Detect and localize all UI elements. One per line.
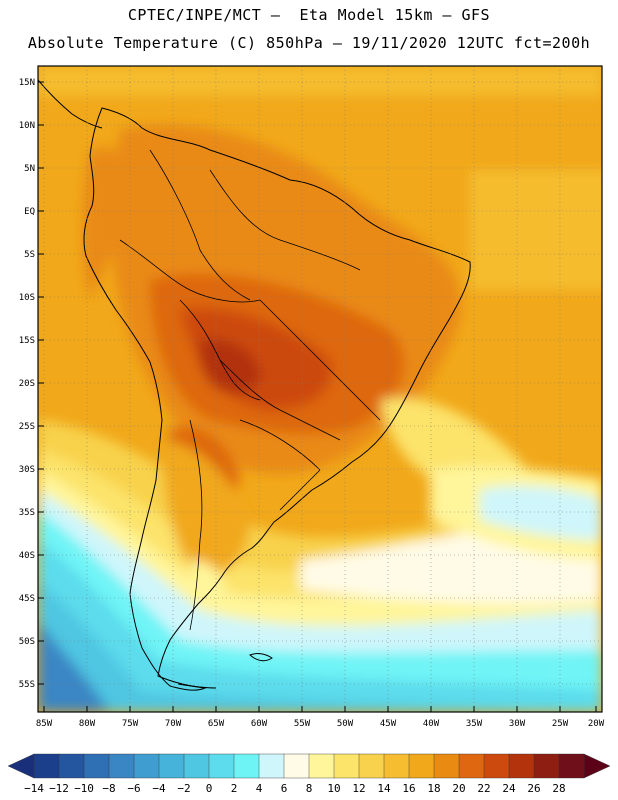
colorbar-swatch [83,753,110,779]
lat-label: 5N [24,164,35,174]
colorbar-label: −10 [74,782,94,795]
lon-label: 40W [423,719,440,729]
lat-label: 20S [19,379,35,389]
colorbar-swatch [408,753,435,779]
colorbar-label: 8 [306,782,313,795]
map-subtitle: Absolute Temperature (C) 850hPa – 19/11/… [27,34,591,52]
lon-label: 80W [79,719,96,729]
lon-label: 30W [509,719,526,729]
temperature-field [38,66,602,712]
colorbar: −14 −12 −10 −8 −6 −4 −2 0 2 4 6 8 10 12 14 16 18 20 22 24 26… [7,753,611,795]
colorbar-label: 0 [206,782,213,795]
colorbar-swatch [483,753,510,779]
colorbar-swatch [208,753,235,779]
colorbar-swatch [433,753,460,779]
colorbar-over-arrow [583,753,611,779]
colorbar-label: 28 [552,782,565,795]
colorbar-label: 24 [502,782,516,795]
tick-marks [38,81,597,712]
colorbar-swatch [108,753,135,779]
lat-label: EQ [24,207,35,217]
longitude-labels: 85W 80W 75W 70W 65W 60W 55W 50W 45W 40W … [36,719,605,729]
lon-label: 45W [380,719,397,729]
colorbar-swatch [233,753,260,779]
colorbar-label: 22 [477,782,490,795]
colorbar-label: −4 [152,782,166,795]
lon-label: 50W [337,719,354,729]
colorbar-label: 14 [377,782,391,795]
lat-label: 25S [19,422,35,432]
colorbar-label: 12 [352,782,365,795]
lat-label: 55S [19,680,35,690]
colorbar-label: −8 [102,782,115,795]
colorbar-label: −14 [24,782,44,795]
colorbar-label: 18 [427,782,440,795]
lat-label: 15S [19,336,35,346]
colorbar-swatch [383,753,410,779]
colorbar-label: 26 [527,782,540,795]
colorbar-under-arrow [7,753,35,779]
map-title: CPTEC/INPE/MCT – Eta Model 15km – GFS [127,6,491,24]
lat-label: 40S [19,551,35,561]
lat-label: 10S [19,293,35,303]
colorbar-swatch [333,753,360,779]
colorbar-swatch [508,753,535,779]
colorbar-swatch [33,753,60,779]
map-frame [37,65,603,713]
lon-label: 70W [165,719,182,729]
lat-label: 35S [19,508,35,518]
lon-label: 85W [36,719,53,729]
colorbar-label: 20 [452,782,465,795]
colorbar-swatch [258,753,285,779]
lon-label: 55W [294,719,311,729]
lat-label: 15N [19,78,35,88]
lon-label: 65W [208,719,225,729]
colorbar-swatch [358,753,385,779]
colorbar-swatch [158,753,185,779]
latitude-labels: 15N 10N 5N EQ 5S 10S 15S 20S 25S 30S 35S… [19,78,35,690]
lat-label: 30S [19,465,35,475]
colorbar-swatch [458,753,485,779]
lat-label: 5S [24,250,35,260]
colorbar-swatch [283,753,310,779]
lat-label: 45S [19,594,35,604]
colorbar-label: 10 [327,782,340,795]
colorbar-label: 16 [402,782,415,795]
colorbar-swatch [533,753,560,779]
colorbar-swatch [133,753,160,779]
colorbar-label: 6 [281,782,288,795]
lon-label: 35W [466,719,483,729]
coastlines [38,79,471,691]
colorbar-label: 4 [256,782,263,795]
colorbar-swatch [58,753,85,779]
colorbar-swatch [558,753,585,779]
lat-label: 10N [19,121,35,131]
colorbar-label: −2 [177,782,190,795]
lon-label: 20W [588,719,605,729]
lon-label: 75W [122,719,139,729]
colorbar-swatch [183,753,210,779]
lat-label: 50S [19,637,35,647]
colorbar-label: −6 [127,782,140,795]
colorbar-swatch [308,753,335,779]
country-borders [119,149,381,631]
lon-label: 25W [552,719,569,729]
lon-label: 60W [251,719,268,729]
colorbar-label: −12 [49,782,69,795]
colorbar-label: 2 [231,782,238,795]
